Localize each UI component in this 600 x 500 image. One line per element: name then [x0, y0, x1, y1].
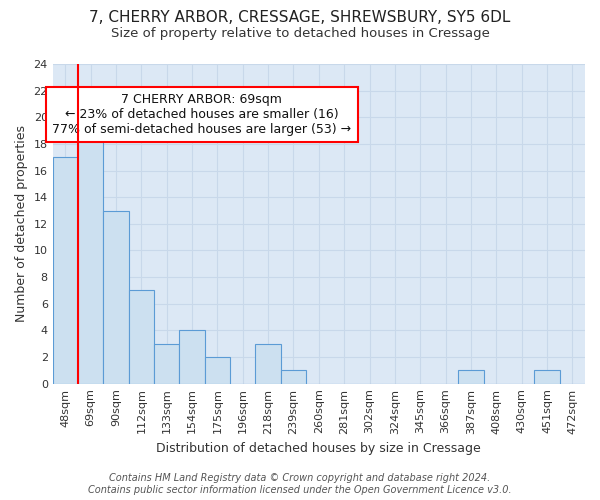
Bar: [256, 344, 281, 384]
Bar: [281, 370, 306, 384]
Bar: [53, 157, 78, 384]
Bar: [205, 357, 230, 384]
Bar: [154, 344, 179, 384]
X-axis label: Distribution of detached houses by size in Cressage: Distribution of detached houses by size …: [157, 442, 481, 455]
Bar: [78, 130, 103, 384]
Text: Contains HM Land Registry data © Crown copyright and database right 2024.
Contai: Contains HM Land Registry data © Crown c…: [88, 474, 512, 495]
Text: Size of property relative to detached houses in Cressage: Size of property relative to detached ho…: [110, 28, 490, 40]
Y-axis label: Number of detached properties: Number of detached properties: [15, 126, 28, 322]
Bar: [129, 290, 154, 384]
Bar: [535, 370, 560, 384]
Bar: [458, 370, 484, 384]
Bar: [179, 330, 205, 384]
Bar: [103, 210, 129, 384]
Text: 7, CHERRY ARBOR, CRESSAGE, SHREWSBURY, SY5 6DL: 7, CHERRY ARBOR, CRESSAGE, SHREWSBURY, S…: [89, 10, 511, 25]
Text: 7 CHERRY ARBOR: 69sqm
← 23% of detached houses are smaller (16)
77% of semi-deta: 7 CHERRY ARBOR: 69sqm ← 23% of detached …: [52, 93, 351, 136]
